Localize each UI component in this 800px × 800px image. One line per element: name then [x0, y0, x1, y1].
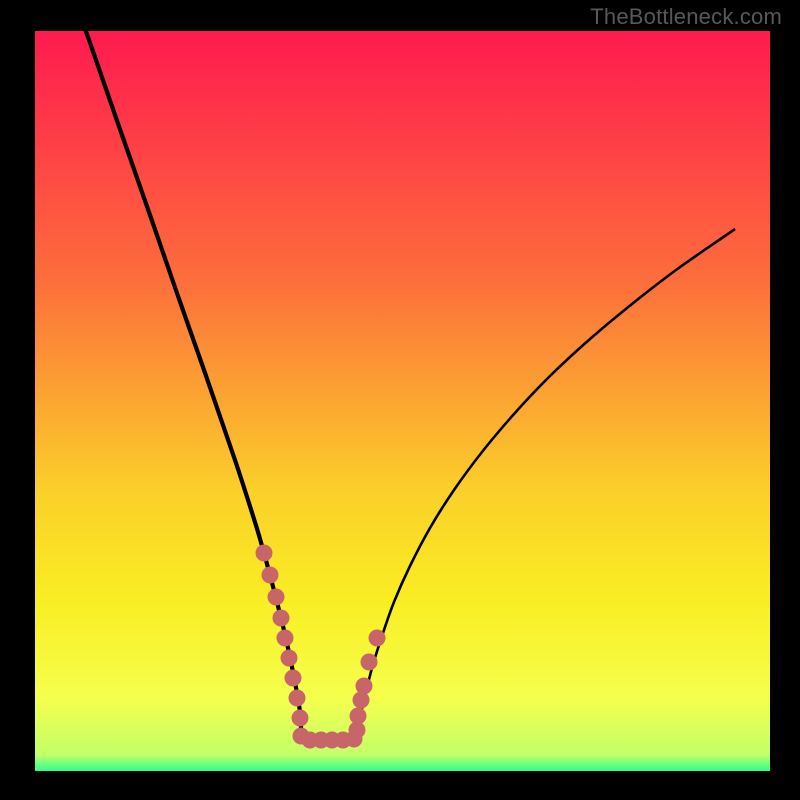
- curve-marker: [285, 670, 302, 687]
- curve-marker: [289, 690, 306, 707]
- curve-left-branch: [75, 0, 303, 740]
- bottleneck-curve: [35, 31, 770, 771]
- curve-marker: [292, 710, 309, 727]
- curve-marker: [281, 650, 298, 667]
- watermark: TheBottleneck.com: [590, 4, 782, 30]
- curve-marker: [262, 567, 279, 584]
- curve-right-branch: [356, 229, 735, 738]
- curve-marker: [268, 589, 285, 606]
- plot-area: [35, 31, 770, 771]
- curve-marker: [273, 610, 290, 627]
- curve-marker: [361, 654, 378, 671]
- curve-marker: [369, 630, 386, 647]
- marker-group: [256, 545, 386, 749]
- curve-marker: [353, 692, 370, 709]
- curve-marker: [256, 545, 273, 562]
- curve-marker: [277, 630, 294, 647]
- curve-marker: [350, 708, 367, 725]
- curve-marker: [356, 678, 373, 695]
